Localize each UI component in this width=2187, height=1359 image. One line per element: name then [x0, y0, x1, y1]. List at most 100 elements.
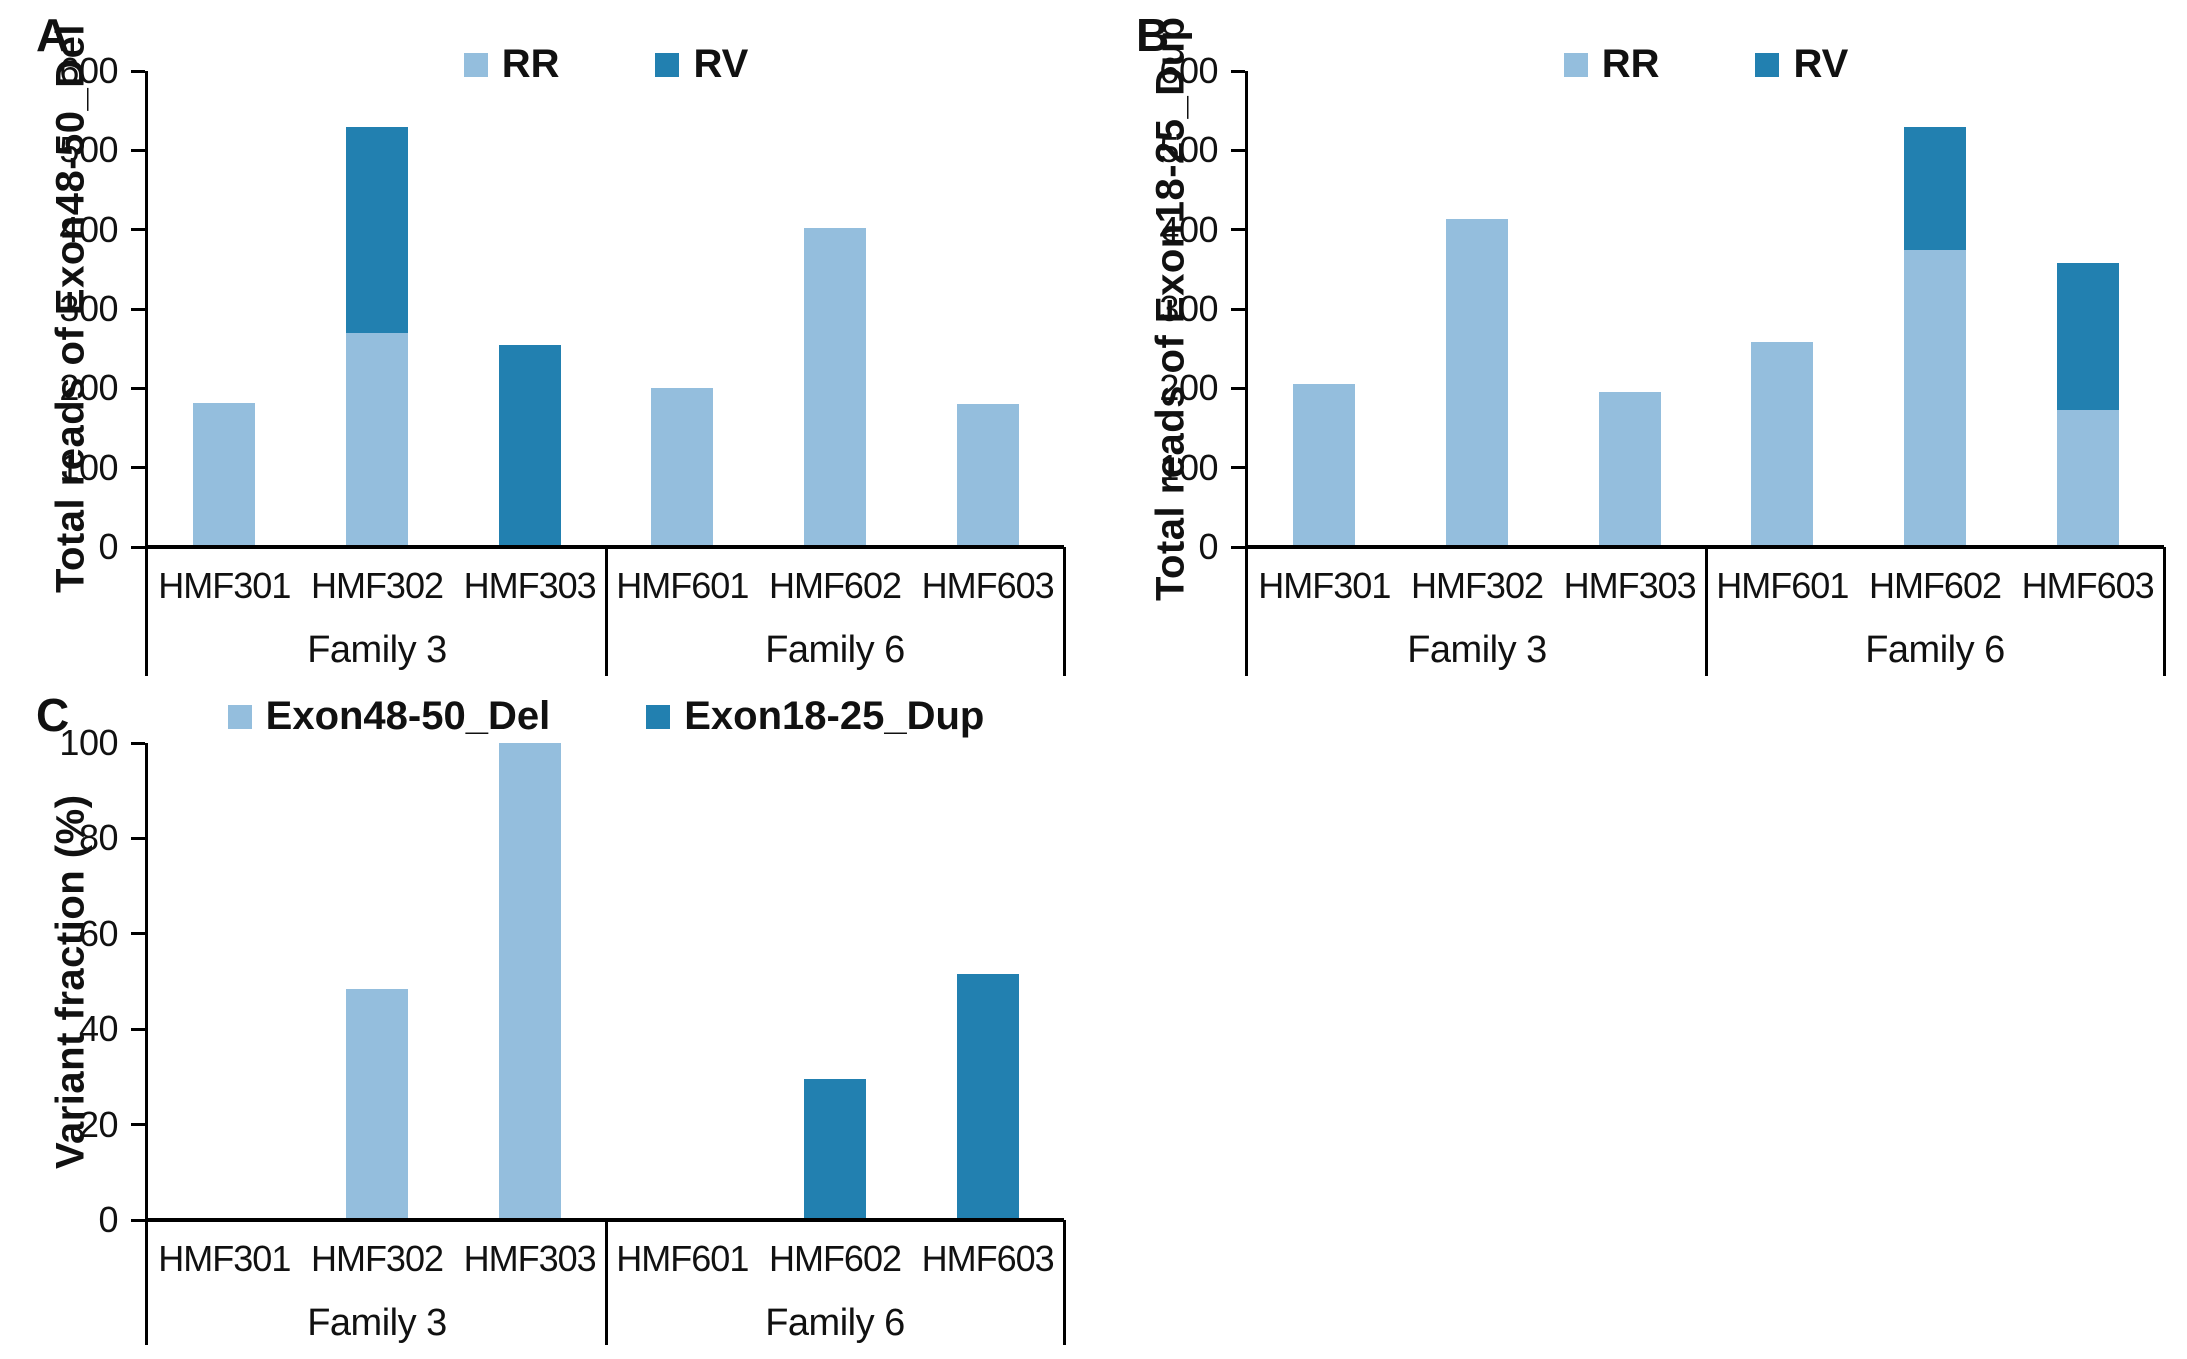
y-tick-label: 400	[59, 208, 118, 250]
category-label-hmf302: HMF302	[310, 565, 444, 606]
y-tick-mark	[1231, 228, 1245, 232]
y-tick-label: 300	[1159, 288, 1218, 329]
bar-hmf303-rr	[1598, 392, 1661, 547]
y-tick-label: 500	[59, 129, 118, 171]
y-tick-label: 80	[78, 817, 119, 859]
y-tick-mark	[131, 69, 145, 73]
bar-hmf302-rr	[1446, 219, 1508, 547]
bar-hmf603-rr	[2056, 409, 2119, 547]
y-tick-mark	[131, 386, 145, 390]
legend-swatch-icon	[655, 52, 680, 77]
category-label-hmf601: HMF601	[616, 565, 749, 606]
y-tick-label: 0	[1198, 526, 1218, 567]
y-axis-line	[1245, 71, 1248, 676]
bar-hmf601-rr	[1751, 342, 1814, 547]
family-label-family-3: Family 3	[307, 629, 447, 671]
bar-hmf301-rr	[193, 402, 256, 547]
category-label-hmf602: HMF602	[768, 565, 902, 606]
y-tick-mark	[1231, 307, 1245, 311]
bar-hmf602-rr	[1904, 250, 1966, 547]
y-axis-title-c: Variant fraction (%)	[48, 794, 93, 1169]
group-separator	[604, 547, 608, 676]
y-tick-mark	[131, 1123, 145, 1127]
bar-hmf303-exon48-50_del	[498, 743, 561, 1220]
legend-swatch-icon	[227, 704, 252, 729]
category-label-hmf601: HMF601	[616, 1238, 749, 1279]
bar-hmf303-rv	[498, 344, 561, 547]
y-tick-mark	[1231, 386, 1245, 390]
panel-label-b: B	[1136, 9, 1170, 61]
y-tick-mark	[131, 741, 145, 745]
y-tick-label: 500	[1159, 129, 1218, 171]
y-tick-mark	[131, 1027, 145, 1031]
legend-label: Exon48-50_Del	[265, 694, 551, 738]
legend-a: RR RV	[148, 42, 1064, 87]
y-axis-line	[145, 71, 148, 676]
y-tick-mark	[131, 1218, 145, 1222]
bar-hmf302-rr	[346, 332, 408, 547]
plot-area-a: 0 100 200 300 400 500 600 HMF301 HMF302 HMF303 HMF…	[59, 50, 1066, 676]
y-tick-mark	[1231, 148, 1245, 152]
y-tick-mark	[131, 228, 145, 232]
y-tick-label: 20	[78, 1103, 119, 1145]
bar-hmf302-rv	[346, 126, 408, 333]
legend-item-exon48-50_del: Exon48-50_Del	[227, 694, 551, 739]
group-separator	[2162, 547, 2166, 676]
group-separator	[1062, 547, 1066, 676]
y-tick-label: 600	[59, 50, 118, 91]
legend-c: Exon48-50_Del Exon18-25_Dup	[148, 694, 1064, 739]
legend-label: RR	[501, 42, 560, 86]
legend-label: RR	[1601, 42, 1660, 86]
category-label-hmf603: HMF603	[921, 565, 1055, 606]
y-tick-mark	[131, 466, 145, 470]
category-label-hmf301: HMF301	[1258, 565, 1391, 606]
legend-item-exon18-25_dup: Exon18-25_Dup	[646, 694, 984, 739]
y-tick-label: 0	[98, 1199, 118, 1240]
y-tick-label: 100	[59, 446, 118, 488]
legend-item-rr: RR	[1563, 42, 1660, 87]
bar-hmf603-rr	[956, 404, 1019, 547]
chart-panel-a: A Total reads of Exon48-50_Del RR RV 0 100…	[28, 8, 1098, 688]
category-label-hmf301: HMF301	[158, 1238, 291, 1279]
y-tick-label: 0	[98, 526, 118, 567]
bar-hmf602-rv	[1904, 126, 1966, 251]
category-label-hmf302: HMF302	[1410, 565, 1544, 606]
y-tick-label: 200	[59, 367, 118, 409]
bar-hmf302-exon48-50_del	[346, 988, 408, 1220]
bar-hmf602-exon18-25_dup	[804, 1079, 866, 1220]
category-label-hmf303: HMF303	[1563, 565, 1697, 606]
legend-swatch-icon	[463, 52, 488, 77]
plot-area-c: 0 20 40 60 80 100 HMF301 HMF302 HMF303 HMF601 HMF6…	[59, 722, 1066, 1345]
group-separator	[604, 1220, 608, 1345]
legend-label: Exon18-25_Dup	[684, 694, 985, 738]
panel-label-a: A	[36, 9, 70, 61]
family-label-family-6: Family 6	[1865, 629, 2005, 671]
bar-hmf603-rv	[2056, 262, 2119, 410]
plot-area-b: 0 100 200 300 400 500 600 HMF301 HMF302 HMF303 HMF…	[1159, 50, 2166, 676]
y-tick-mark	[1231, 69, 1245, 73]
legend-b: RR RV	[1248, 42, 2164, 87]
category-label-hmf602: HMF602	[768, 1238, 902, 1279]
category-label-hmf302: HMF302	[310, 1238, 444, 1279]
y-tick-mark	[131, 148, 145, 152]
y-tick-label: 40	[78, 1008, 119, 1050]
category-label-hmf603: HMF603	[921, 1238, 1055, 1279]
family-label-family-3: Family 3	[307, 1302, 447, 1344]
y-tick-mark	[131, 932, 145, 936]
y-tick-label: 400	[1159, 208, 1218, 250]
legend-item-rv: RV	[1755, 42, 1848, 87]
y-tick-mark	[1231, 466, 1245, 470]
legend-item-rv: RV	[655, 42, 748, 87]
y-tick-mark	[131, 836, 145, 840]
bar-hmf601-rr	[651, 388, 714, 547]
category-label-hmf301: HMF301	[158, 565, 291, 606]
y-tick-label: 600	[1159, 50, 1218, 91]
legend-swatch-icon	[1755, 52, 1780, 77]
category-label-hmf303: HMF303	[463, 1238, 597, 1279]
y-tick-mark	[1231, 545, 1245, 549]
category-label-hmf601: HMF601	[1716, 565, 1849, 606]
y-tick-label: 60	[78, 912, 119, 954]
y-tick-label: 300	[59, 288, 118, 329]
y-tick-label: 200	[1159, 367, 1218, 409]
